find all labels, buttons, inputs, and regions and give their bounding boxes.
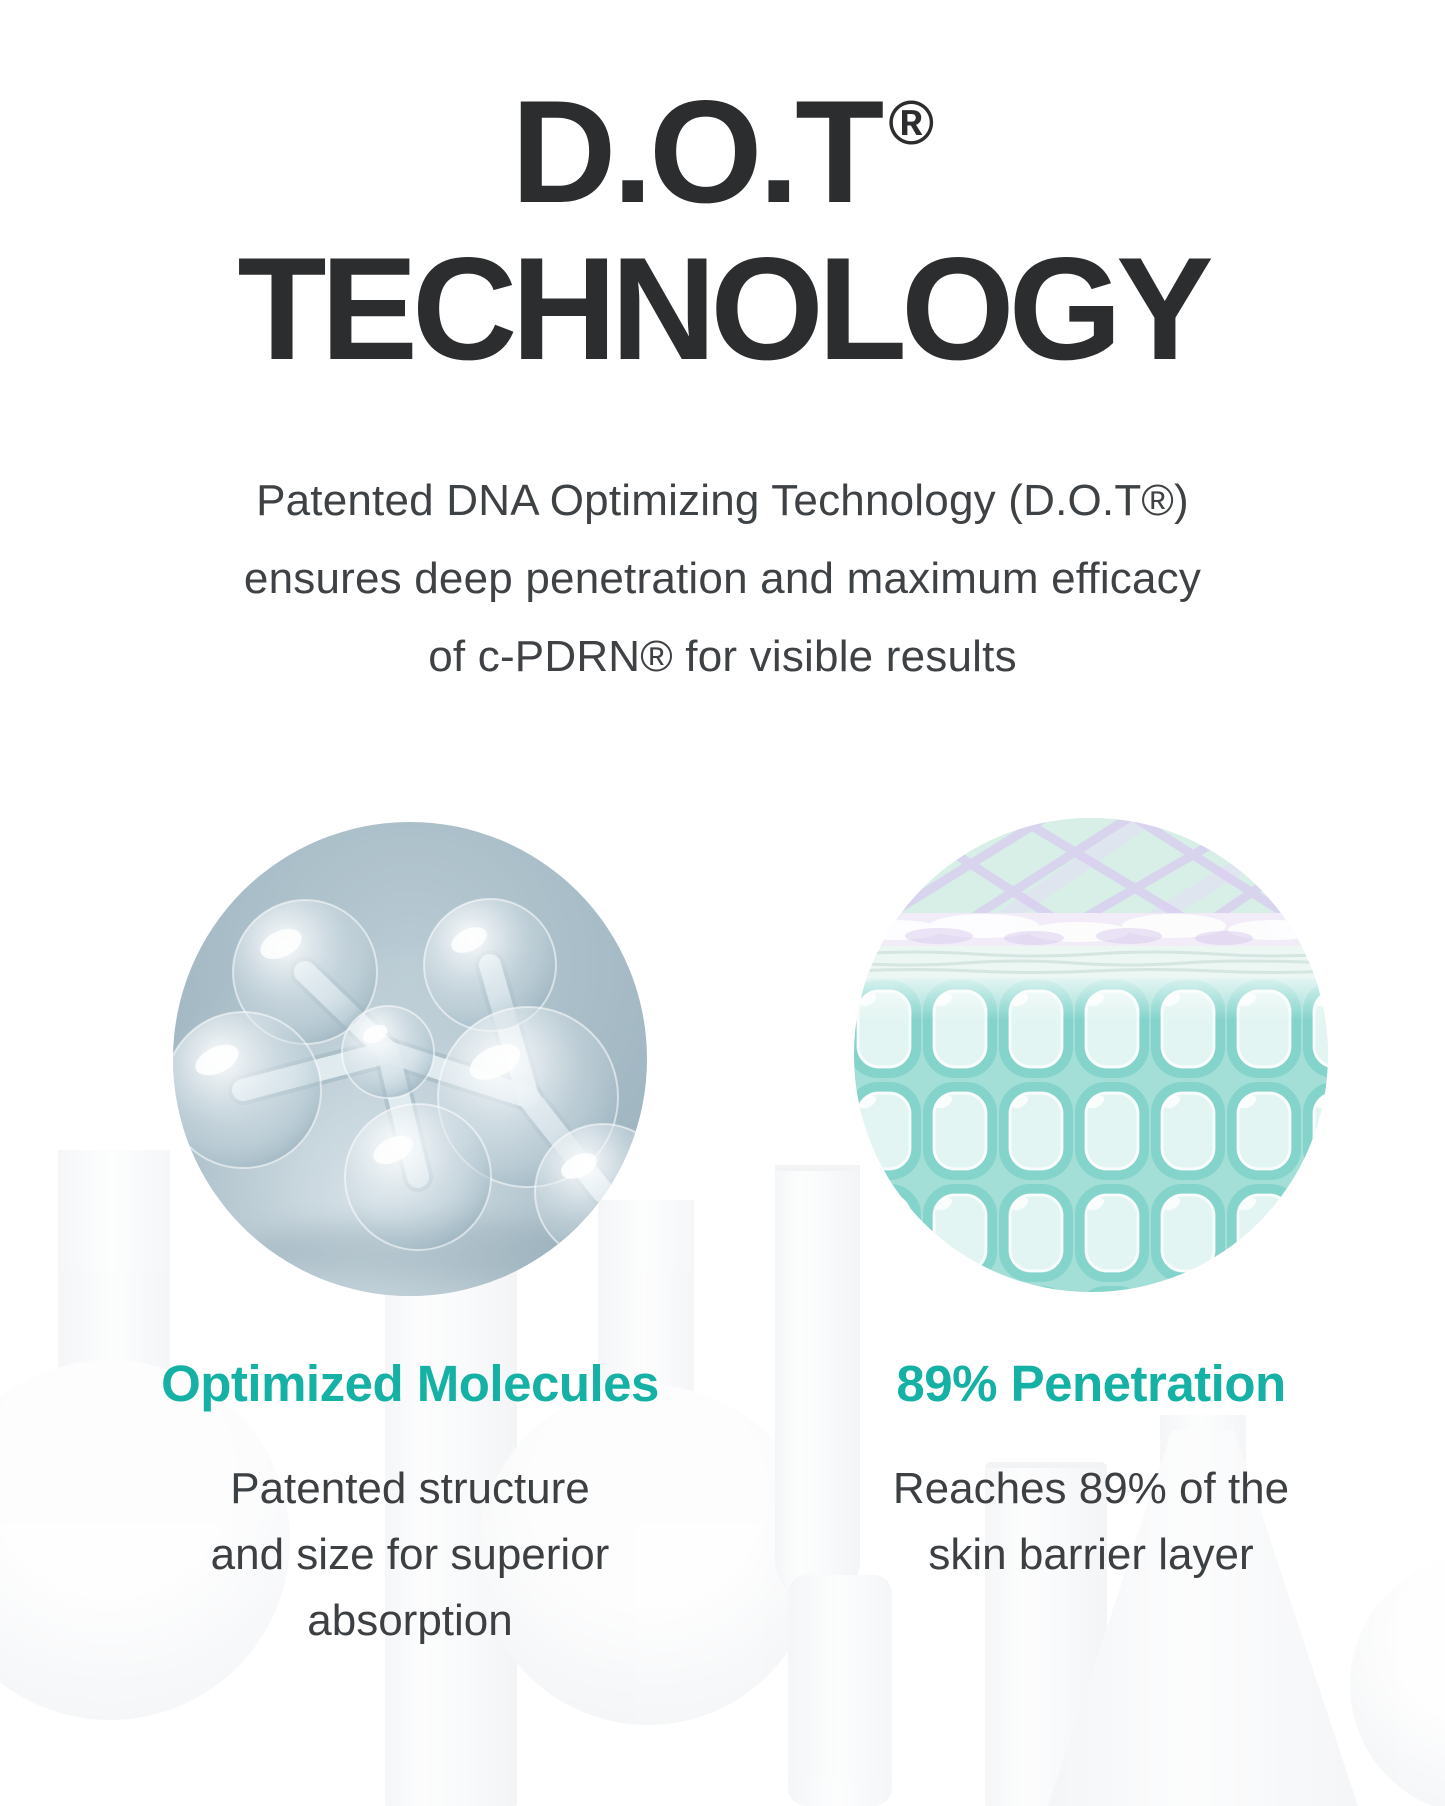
feature-optimized-molecules: Optimized Molecules Patented structure a… xyxy=(74,1356,746,1654)
intro-paragraph: Patented DNA Optimizing Technology (D.O.… xyxy=(0,462,1445,696)
description-line: skin barrier layer xyxy=(928,1530,1254,1579)
description-line: Patented structure xyxy=(230,1464,590,1513)
description-line: absorption xyxy=(307,1596,513,1645)
feature-heading: Optimized Molecules xyxy=(161,1355,659,1412)
feature-penetration: 89% Penetration Reaches 89% of the skin … xyxy=(755,1356,1427,1588)
title-line-2: TECHNOLOGY xyxy=(0,236,1445,382)
skin-barrier-illustration xyxy=(854,818,1328,1292)
feature-heading: 89% Penetration xyxy=(896,1355,1286,1412)
intro-line: of c-PDRN® for visible results xyxy=(428,632,1017,681)
feature-description: Patented structure and size for superior… xyxy=(74,1456,746,1654)
intro-line: Patented DNA Optimizing Technology (D.O.… xyxy=(256,476,1189,525)
round-flask-shape xyxy=(1350,1555,1445,1806)
glass-molecule-illustration xyxy=(173,822,647,1296)
feature-description: Reaches 89% of the skin barrier layer xyxy=(755,1456,1427,1588)
registered-trademark-symbol: ® xyxy=(888,89,934,158)
description-line: and size for superior xyxy=(210,1530,610,1579)
molecule-image xyxy=(173,822,647,1296)
intro-line: ensures deep penetration and maximum eff… xyxy=(243,554,1202,603)
title-line-1: D.O.T ® xyxy=(0,79,1445,245)
description-line: Reaches 89% of the xyxy=(892,1464,1290,1513)
ampoule-shape xyxy=(788,1575,892,1806)
skin-barrier-image xyxy=(854,818,1328,1292)
page-title: D.O.T ® TECHNOLOGY xyxy=(0,79,1445,382)
title-text-dot: D.O.T xyxy=(511,70,884,233)
title-text-technology: TECHNOLOGY xyxy=(237,227,1213,390)
